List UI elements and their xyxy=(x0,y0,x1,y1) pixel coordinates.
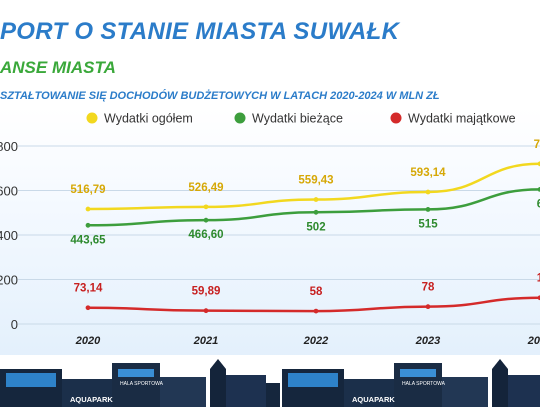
legend-entry: Wydatki ogółem xyxy=(104,112,193,126)
data-point xyxy=(203,308,209,314)
section-title: ANSE MIASTA xyxy=(0,58,116,77)
city-skyline-illustration: AQUAPARK HALA SPORTOWA AQUAPARK HALA SPO… xyxy=(0,355,540,407)
data-label: 73,14 xyxy=(74,283,103,295)
data-point xyxy=(537,161,540,167)
data-label: 515 xyxy=(418,218,438,230)
data-point xyxy=(85,222,91,228)
chart-subtitle: SZTAŁTOWANIE SIĘ DOCHODÓW BUDŻETOWYCH W … xyxy=(0,90,440,102)
series-line xyxy=(87,296,540,313)
data-point xyxy=(313,209,319,215)
y-tick-label: 0 xyxy=(11,317,18,332)
y-tick-label: 800 xyxy=(0,139,18,154)
legend-entry: Wydatki bieżące xyxy=(252,112,343,126)
data-point xyxy=(85,305,91,311)
data-point xyxy=(203,204,209,210)
line-chart: 800 600 400 200 0 2020 2021 2022 2023 2024 Wydatki… xyxy=(0,112,540,347)
x-tick-label: 2024 xyxy=(527,335,540,347)
legend-marker xyxy=(390,112,402,124)
data-label: 1 xyxy=(537,273,540,285)
legend-entry: Wydatki majątkowe xyxy=(408,112,516,126)
data-point xyxy=(537,186,540,192)
data-label: 58 xyxy=(310,286,323,298)
skyline-graphic: AQUAPARK HALA SPORTOWA AQUAPARK HALA SPO… xyxy=(0,355,540,407)
hala-sportowa-label-2: HALA SPORTOWA xyxy=(402,381,446,387)
x-tick-label: 2020 xyxy=(75,335,101,347)
y-tick-label: 200 xyxy=(0,273,18,288)
data-label: 59,89 xyxy=(192,286,221,298)
data-point xyxy=(313,197,319,202)
data-point xyxy=(85,206,91,212)
x-tick-label: 2021 xyxy=(193,335,218,347)
legend-marker xyxy=(86,112,98,124)
legend-marker xyxy=(234,112,246,124)
data-label: 443,65 xyxy=(70,234,106,246)
data-label: 72 xyxy=(534,139,540,151)
y-tick-label: 600 xyxy=(0,184,18,199)
data-point xyxy=(425,207,431,212)
hala-sportowa-label: HALA SPORTOWA xyxy=(120,381,164,387)
data-point xyxy=(537,295,540,301)
data-label: 516,79 xyxy=(70,184,105,196)
data-point xyxy=(313,308,319,314)
data-label: 593,14 xyxy=(410,167,446,179)
data-point xyxy=(203,217,209,223)
aquapark-label-2: AQUAPARK xyxy=(352,395,395,404)
skyline-segment xyxy=(0,359,280,407)
data-label: 526,49 xyxy=(188,182,223,194)
y-tick-label: 400 xyxy=(0,228,18,243)
x-tick-label: 2023 xyxy=(415,335,440,347)
data-label: 78 xyxy=(422,282,435,294)
data-point xyxy=(425,304,431,310)
data-label: 502 xyxy=(306,221,325,233)
data-label: 6 xyxy=(537,198,540,210)
data-point xyxy=(425,189,431,195)
data-label: 559,43 xyxy=(298,175,333,187)
aquapark-label: AQUAPARK xyxy=(70,395,113,404)
x-tick-label: 2022 xyxy=(303,335,328,347)
report-title: PORT O STANIE MIASTA SUWAŁK xyxy=(0,18,400,45)
chart-area: 800 600 400 200 0 2020 2021 2022 2023 2024 Wydatki… xyxy=(0,108,540,358)
data-label: 466,60 xyxy=(188,229,223,241)
